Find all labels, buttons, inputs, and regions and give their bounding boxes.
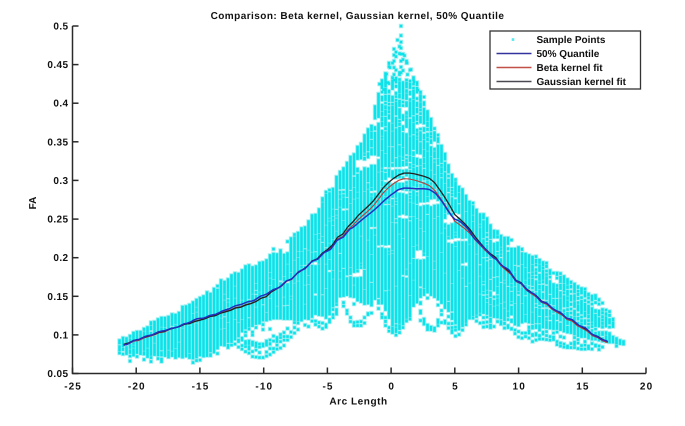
svg-text:10: 10 [513,382,526,393]
svg-text:20: 20 [640,382,653,393]
svg-text:-5: -5 [322,382,333,393]
svg-text:0.25: 0.25 [47,215,68,226]
svg-text:Beta kernel fit: Beta kernel fit [537,63,604,74]
svg-text:0.15: 0.15 [47,292,68,303]
svg-text:-25: -25 [64,382,82,393]
svg-text:50% Quantile: 50% Quantile [537,49,600,60]
svg-text:0.3: 0.3 [53,176,68,187]
svg-text:5: 5 [452,382,459,393]
svg-text:0.2: 0.2 [53,253,68,264]
svg-text:0.45: 0.45 [47,60,68,71]
svg-text:-15: -15 [192,382,210,393]
svg-text:15: 15 [576,382,589,393]
svg-text:Gaussian kernel fit: Gaussian kernel fit [537,77,627,88]
svg-text:FA: FA [28,197,39,210]
svg-text:0.35: 0.35 [47,137,68,148]
svg-text:Sample Points: Sample Points [537,35,606,46]
svg-text:0.05: 0.05 [47,369,68,380]
svg-text:0.4: 0.4 [53,99,68,110]
svg-text:0.5: 0.5 [53,22,68,33]
svg-text:0: 0 [388,382,395,393]
svg-text:Arc Length: Arc Length [329,397,387,408]
svg-text:0.1: 0.1 [53,330,68,341]
svg-text:-20: -20 [128,382,146,393]
svg-text:Comparison: Beta kernel, Gauss: Comparison: Beta kernel, Gaussian kernel… [211,11,505,22]
svg-text:-10: -10 [255,382,273,393]
